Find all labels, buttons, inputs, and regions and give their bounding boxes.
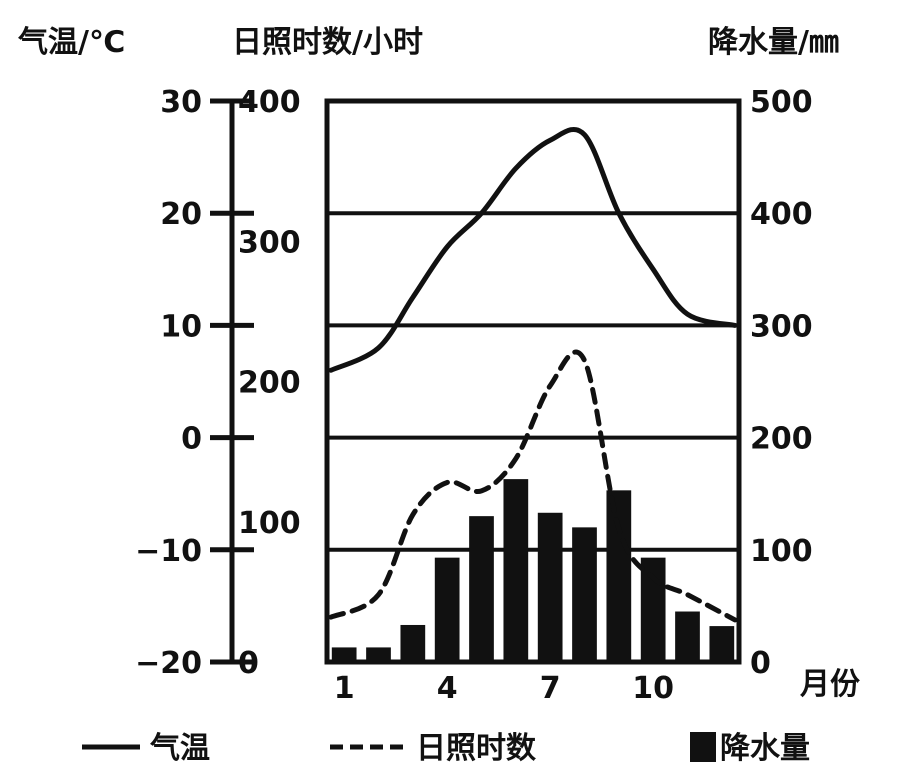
precipitation-bar bbox=[572, 527, 597, 662]
legend-precipitation-swatch bbox=[690, 732, 716, 762]
precipitation-tick-label: 500 bbox=[750, 85, 813, 120]
legend-precipitation-label: 降水量 bbox=[720, 731, 810, 766]
precipitation-bar bbox=[537, 512, 563, 662]
temperature-tick-label: 0 bbox=[181, 422, 202, 457]
precipitation-bar bbox=[503, 479, 529, 662]
sunshine-tick-label: 100 bbox=[238, 506, 301, 541]
sunshine-axis-title: 日照时数/小时 bbox=[232, 25, 423, 60]
precipitation-bar bbox=[400, 624, 426, 662]
precipitation-axis-title: 降水量/㎜ bbox=[708, 25, 839, 60]
precipitation-tick-label: 100 bbox=[750, 534, 813, 569]
sunshine-tick-label: 200 bbox=[238, 366, 301, 401]
temperature-tick-label: 30 bbox=[160, 85, 202, 120]
sunshine-tick-label: 300 bbox=[238, 225, 301, 260]
precipitation-bar bbox=[675, 611, 700, 662]
precipitation-bar bbox=[606, 490, 632, 662]
legend-temperature-label: 气温 bbox=[150, 731, 210, 766]
sunshine-tick-label: 0 bbox=[238, 646, 259, 681]
temperature-tick-label: −10 bbox=[135, 534, 202, 569]
legend: 气温 日照时数 降水量 bbox=[82, 731, 810, 766]
precipitation-bar bbox=[366, 647, 391, 662]
precipitation-tick-label: 400 bbox=[750, 197, 813, 232]
precipitation-bar bbox=[709, 626, 735, 662]
precipitation-tick-label: 0 bbox=[750, 646, 771, 681]
sunshine-tick-label: 400 bbox=[238, 85, 301, 120]
temperature-tick-label: −20 bbox=[135, 646, 202, 681]
precipitation-bar bbox=[640, 557, 666, 662]
sunshine-line bbox=[328, 349, 738, 623]
legend-sunshine-label: 日照时数 bbox=[416, 731, 537, 766]
temperature-line bbox=[328, 127, 738, 373]
plot-frame bbox=[324, 98, 742, 665]
x-axis-title: 月份 bbox=[800, 667, 860, 702]
precipitation-bar bbox=[434, 557, 460, 662]
temperature-tick-label: 10 bbox=[160, 309, 202, 344]
x-tick-label: 1 bbox=[334, 671, 355, 706]
x-tick-label: 10 bbox=[632, 671, 674, 706]
x-tick-label: 7 bbox=[540, 671, 561, 706]
precipitation-bar bbox=[331, 647, 357, 662]
temperature-tick-label: 20 bbox=[160, 197, 202, 232]
x-tick-label: 4 bbox=[437, 671, 458, 706]
precipitation-bar bbox=[469, 516, 494, 662]
precipitation-tick-label: 200 bbox=[750, 422, 813, 457]
temperature-axis-title: 气温/℃ bbox=[18, 25, 125, 60]
precipitation-tick-label: 300 bbox=[750, 309, 813, 344]
